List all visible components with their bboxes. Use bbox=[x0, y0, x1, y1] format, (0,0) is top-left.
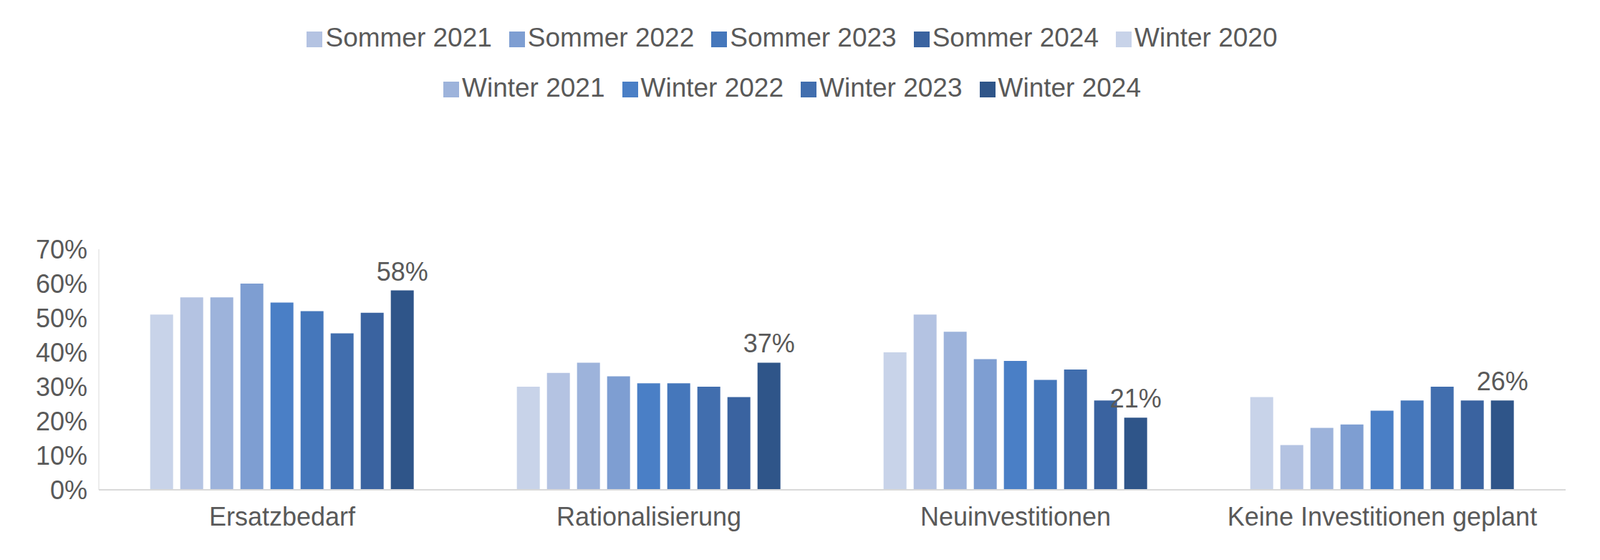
html-text:Winter 2024: Winter 2024 bbox=[998, 73, 1141, 103]
html-text:Winter 2023: Winter 2023 bbox=[819, 73, 963, 103]
svg-text:40%: 40% bbox=[35, 338, 88, 368]
svg-text:21%: 21% bbox=[1110, 383, 1162, 414]
svg-text:26%: 26% bbox=[1476, 366, 1529, 397]
svg-text:Ersatzbedarf: Ersatzbedarf bbox=[209, 502, 356, 532]
svg-text:60%: 60% bbox=[35, 269, 88, 299]
html-text:Winter 2022: Winter 2022 bbox=[640, 73, 784, 103]
html-text:Sommer 2024: Sommer 2024 bbox=[932, 22, 1099, 53]
svg-text:58%: 58% bbox=[376, 257, 429, 287]
html-text:Sommer 2023: Sommer 2023 bbox=[730, 22, 897, 53]
html-text:Winter 2021: Winter 2021 bbox=[461, 73, 605, 103]
html-text:Winter 2020: Winter 2020 bbox=[1134, 22, 1278, 53]
html-text:Sommer 2021: Sommer 2021 bbox=[325, 22, 492, 53]
svg-text:70%: 70% bbox=[35, 234, 88, 265]
svg-text:20%: 20% bbox=[35, 406, 88, 437]
html-text:Sommer 2022: Sommer 2022 bbox=[527, 22, 695, 53]
svg-text:Neuinvestitionen: Neuinvestitionen bbox=[920, 502, 1111, 532]
svg-text:37%: 37% bbox=[743, 328, 795, 359]
svg-text:10%: 10% bbox=[35, 441, 88, 471]
svg-text:50%: 50% bbox=[35, 303, 88, 334]
svg-text:30%: 30% bbox=[35, 372, 88, 402]
svg-text:Rationalisierung: Rationalisierung bbox=[556, 502, 742, 532]
svg-text:Keine Investitionen geplant: Keine Investitionen geplant bbox=[1227, 502, 1537, 532]
svg-text:0%: 0% bbox=[50, 475, 88, 505]
